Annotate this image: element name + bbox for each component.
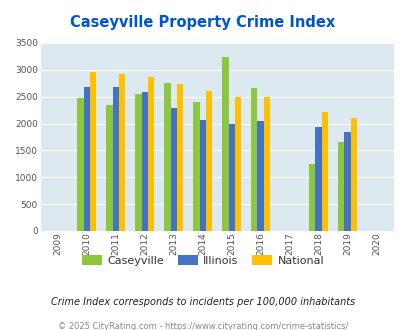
Bar: [337, 142, 343, 231]
Bar: [308, 164, 315, 231]
Bar: [113, 87, 119, 231]
Bar: [177, 84, 183, 231]
Text: Caseyville Property Crime Index: Caseyville Property Crime Index: [70, 15, 335, 30]
Text: © 2025 CityRating.com - https://www.cityrating.com/crime-statistics/: © 2025 CityRating.com - https://www.city…: [58, 322, 347, 330]
Bar: [263, 97, 270, 231]
Bar: [205, 91, 212, 231]
Bar: [199, 120, 205, 231]
Bar: [222, 57, 228, 231]
Bar: [321, 112, 327, 231]
Bar: [148, 77, 154, 231]
Bar: [141, 92, 148, 231]
Bar: [135, 94, 141, 231]
Bar: [119, 74, 125, 231]
Bar: [83, 87, 90, 231]
Bar: [250, 88, 257, 231]
Legend: Caseyville, Illinois, National: Caseyville, Illinois, National: [77, 250, 328, 270]
Bar: [90, 72, 96, 231]
Bar: [234, 97, 241, 231]
Bar: [170, 109, 177, 231]
Bar: [193, 102, 199, 231]
Text: Crime Index corresponds to incidents per 100,000 inhabitants: Crime Index corresponds to incidents per…: [51, 297, 354, 307]
Bar: [350, 118, 356, 231]
Bar: [106, 105, 113, 231]
Bar: [164, 83, 170, 231]
Bar: [315, 127, 321, 231]
Bar: [257, 121, 263, 231]
Bar: [77, 98, 83, 231]
Bar: [343, 132, 350, 231]
Bar: [228, 124, 234, 231]
